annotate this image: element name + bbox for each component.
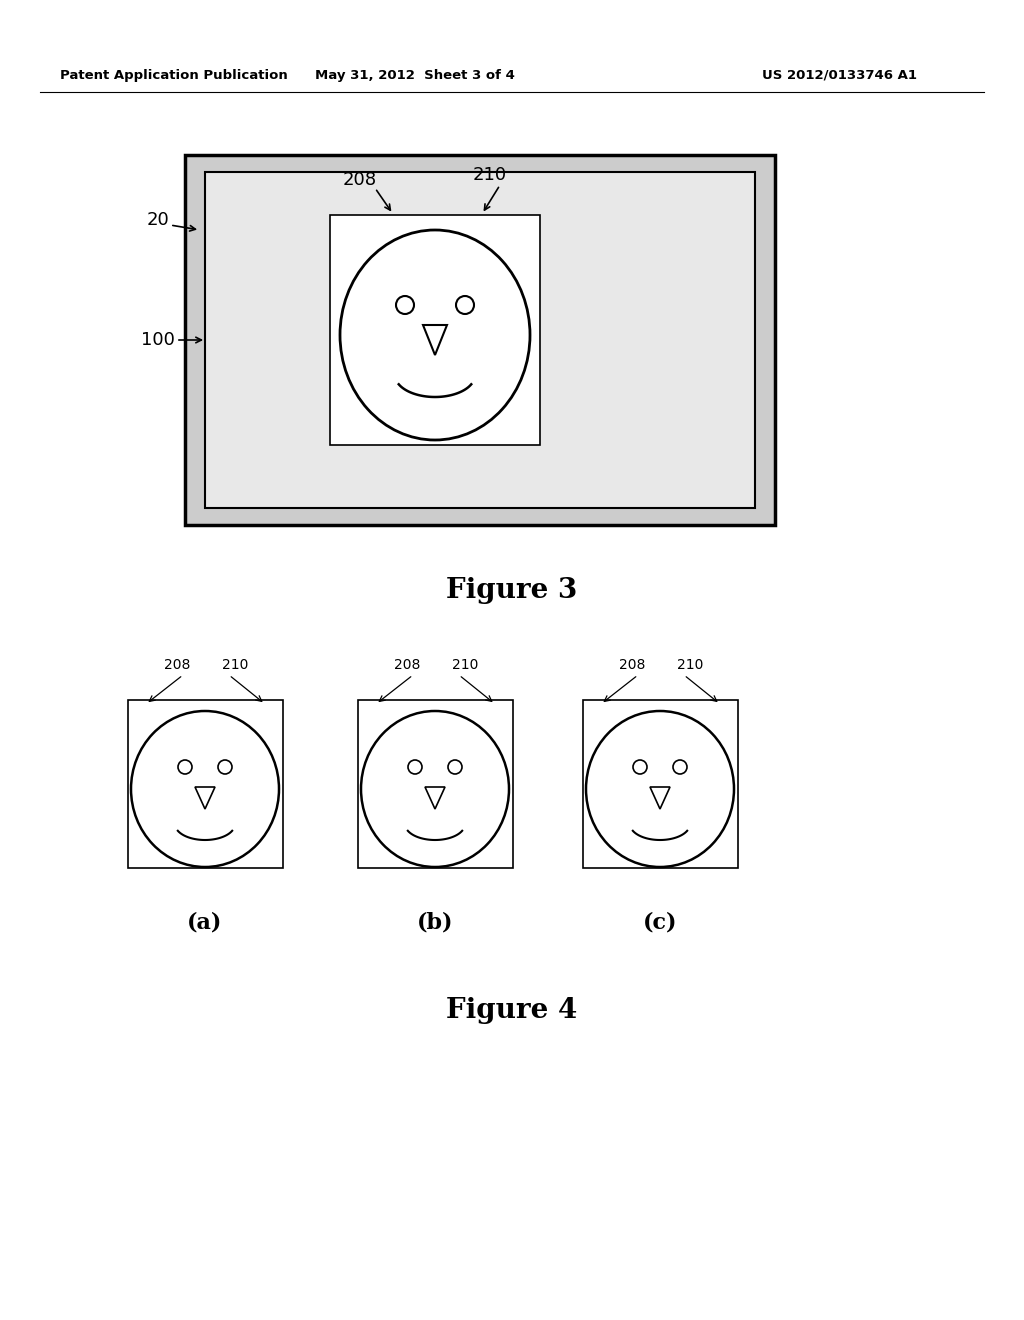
Circle shape xyxy=(449,760,462,774)
Ellipse shape xyxy=(586,711,734,867)
Ellipse shape xyxy=(131,711,279,867)
Bar xyxy=(583,700,738,869)
Polygon shape xyxy=(195,787,215,809)
Circle shape xyxy=(178,760,193,774)
Polygon shape xyxy=(425,787,445,809)
Text: 210: 210 xyxy=(473,166,507,183)
Text: 210: 210 xyxy=(222,657,248,672)
Text: 210: 210 xyxy=(452,657,478,672)
Text: 208: 208 xyxy=(618,657,645,672)
Bar xyxy=(128,700,283,869)
Bar xyxy=(205,172,755,508)
Circle shape xyxy=(673,760,687,774)
Text: Figure 3: Figure 3 xyxy=(446,577,578,603)
Text: 208: 208 xyxy=(394,657,420,672)
Ellipse shape xyxy=(340,230,530,440)
Text: 100: 100 xyxy=(141,331,175,348)
Circle shape xyxy=(633,760,647,774)
Ellipse shape xyxy=(361,711,509,867)
Text: 210: 210 xyxy=(677,657,703,672)
Text: (c): (c) xyxy=(643,912,677,935)
Text: Figure 4: Figure 4 xyxy=(446,997,578,1023)
Circle shape xyxy=(456,296,474,314)
Bar xyxy=(358,700,513,869)
Polygon shape xyxy=(423,325,447,355)
Polygon shape xyxy=(650,787,670,809)
Text: (a): (a) xyxy=(187,912,222,935)
Circle shape xyxy=(396,296,414,314)
Text: Patent Application Publication: Patent Application Publication xyxy=(60,69,288,82)
Text: 208: 208 xyxy=(343,172,377,189)
Text: May 31, 2012  Sheet 3 of 4: May 31, 2012 Sheet 3 of 4 xyxy=(315,69,515,82)
Text: 208: 208 xyxy=(164,657,190,672)
Circle shape xyxy=(218,760,232,774)
Text: US 2012/0133746 A1: US 2012/0133746 A1 xyxy=(763,69,918,82)
Text: (b): (b) xyxy=(417,912,454,935)
Bar xyxy=(330,215,540,445)
Text: 20: 20 xyxy=(146,211,169,228)
Circle shape xyxy=(408,760,422,774)
Bar xyxy=(185,154,775,525)
